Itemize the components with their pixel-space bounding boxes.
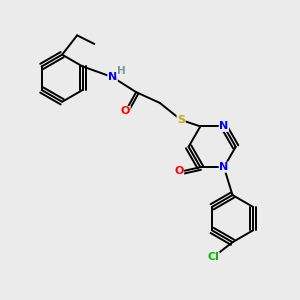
- Text: N: N: [108, 72, 117, 82]
- Text: O: O: [174, 167, 184, 176]
- Text: N: N: [219, 122, 229, 131]
- Text: H: H: [117, 66, 125, 76]
- Text: N: N: [219, 162, 229, 172]
- Text: O: O: [121, 106, 130, 116]
- Text: S: S: [177, 115, 185, 125]
- Text: Cl: Cl: [207, 252, 219, 262]
